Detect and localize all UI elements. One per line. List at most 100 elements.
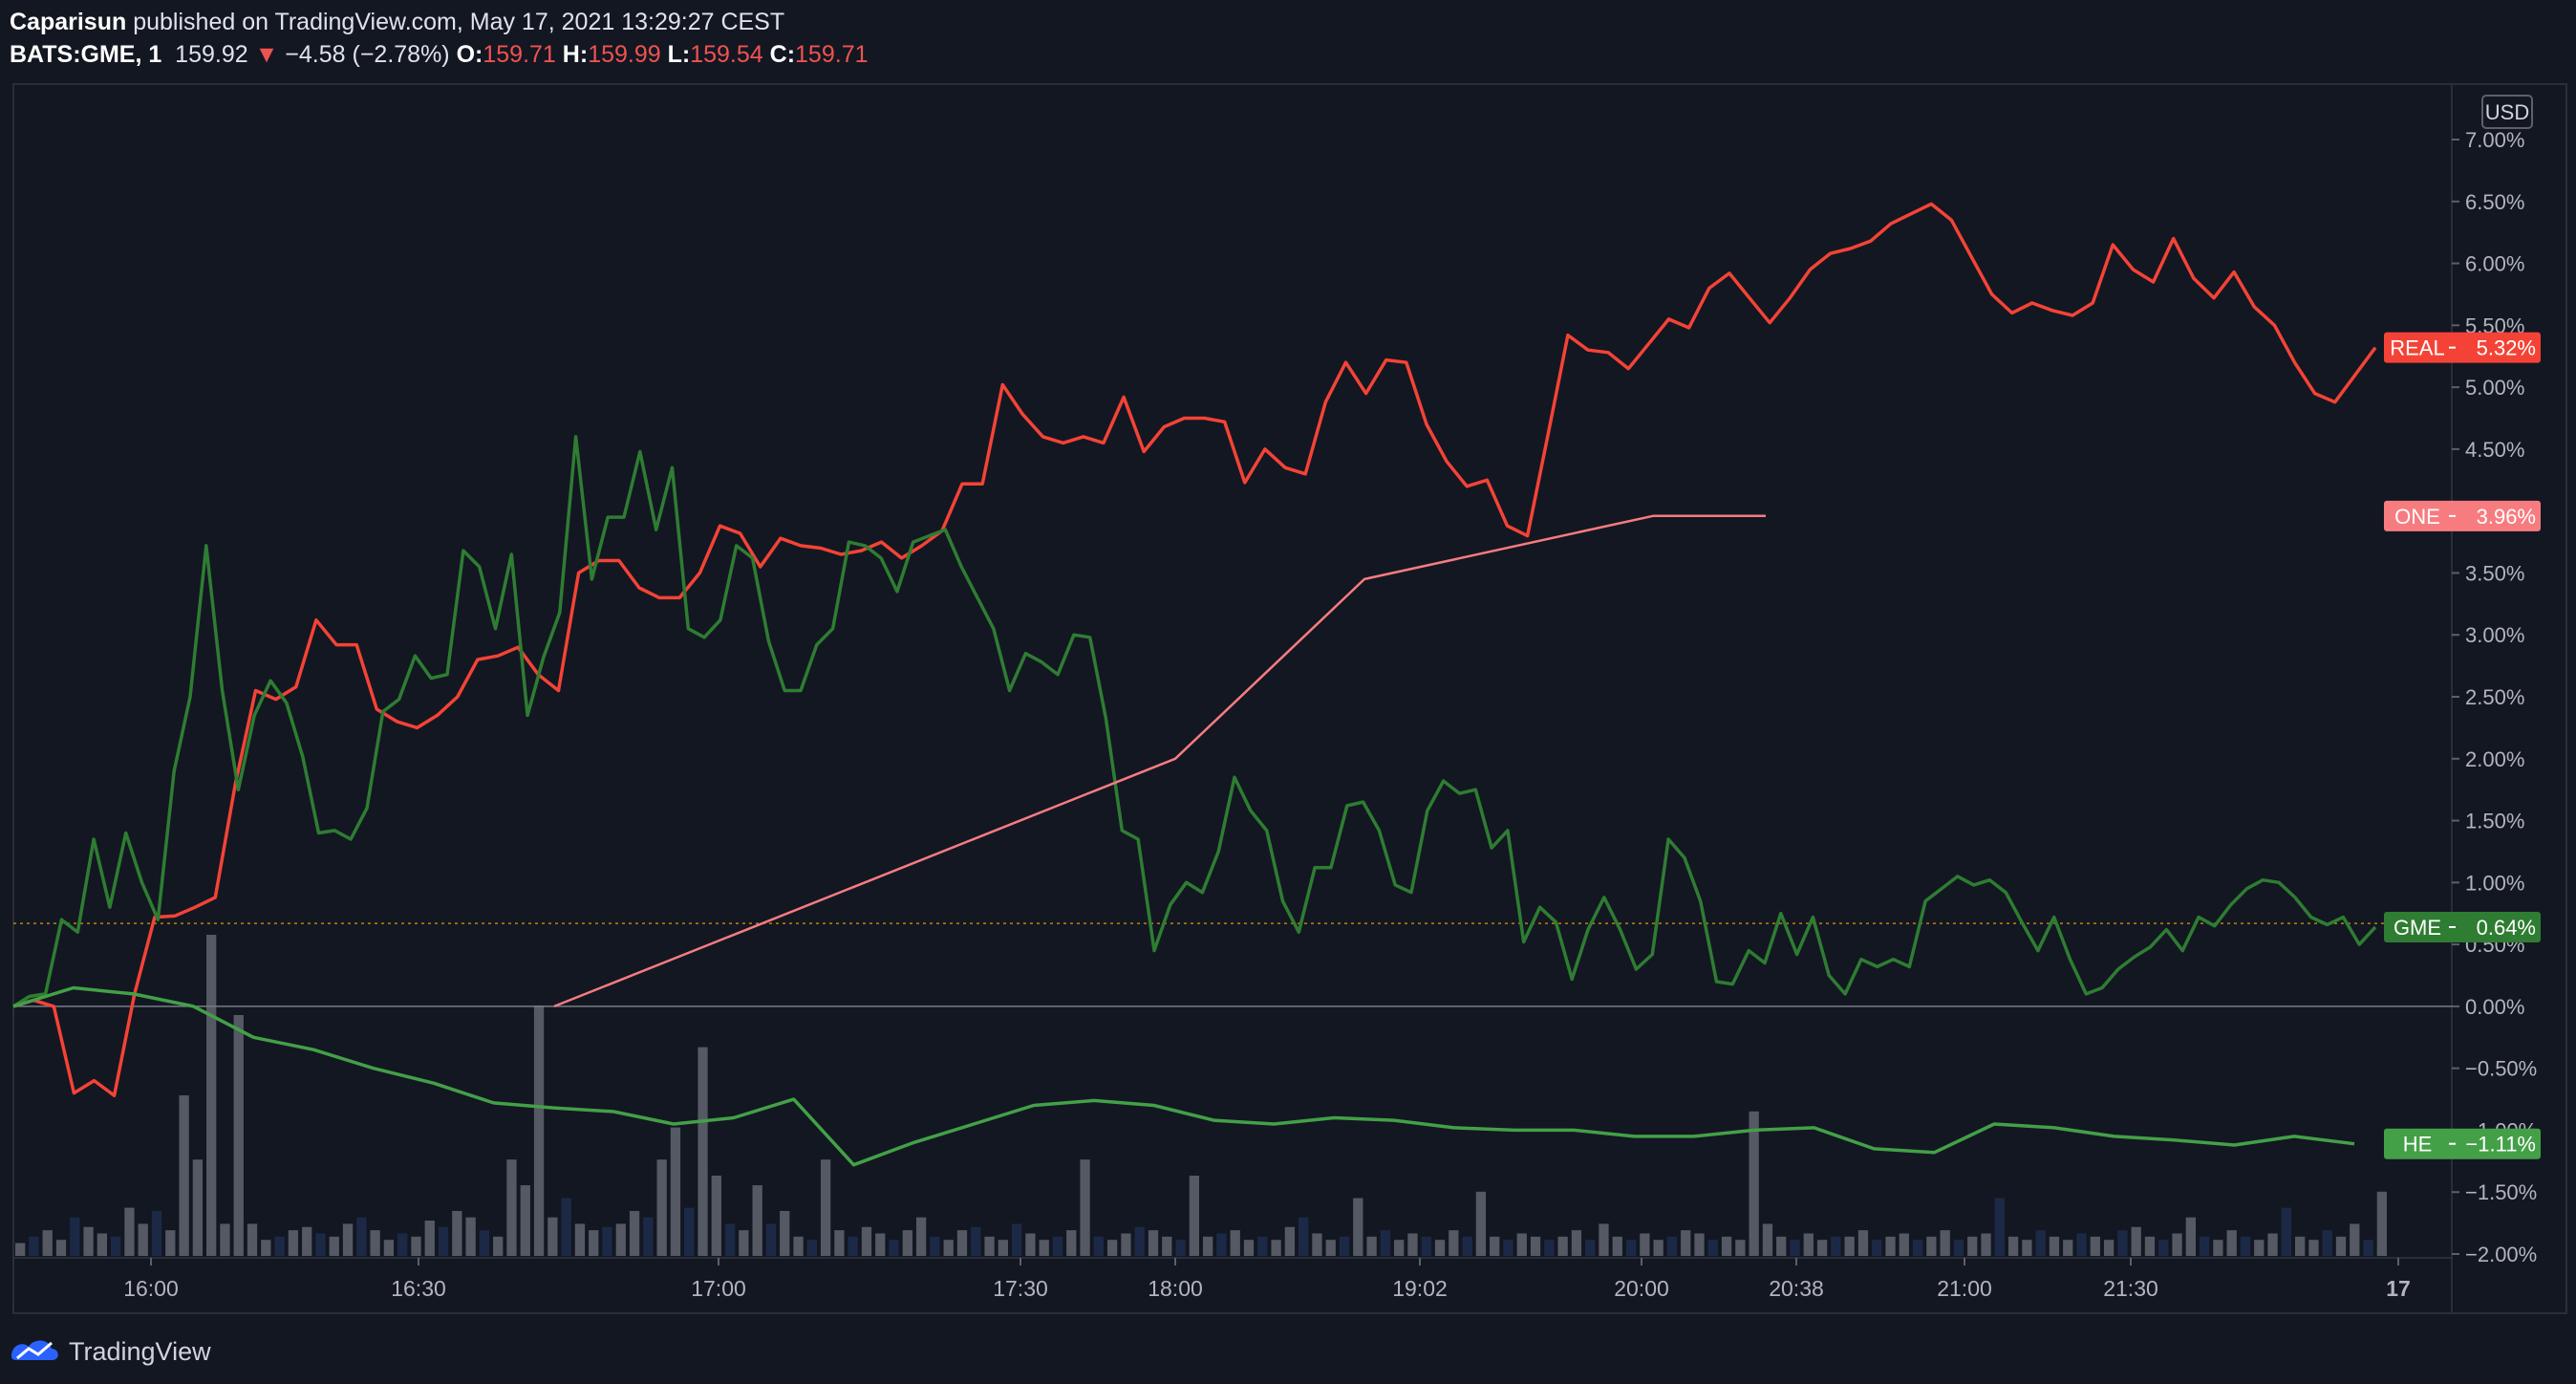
- volume-bar: [2376, 1191, 2387, 1256]
- volume-bar: [124, 1207, 135, 1256]
- volume-bar: [1257, 1236, 1268, 1256]
- volume-bar: [1216, 1233, 1227, 1256]
- volume-bar: [602, 1226, 612, 1256]
- volume-bar: [1599, 1223, 1609, 1256]
- volume-bar: [765, 1223, 777, 1256]
- volume-bar: [465, 1217, 476, 1256]
- volume-bar: [397, 1233, 408, 1256]
- y-tick-label: 6.00%: [2465, 252, 2524, 276]
- volume-bar: [315, 1233, 326, 1256]
- volume-bar: [2103, 1240, 2114, 1256]
- volume-bar: [2240, 1236, 2251, 1256]
- volume-bar: [861, 1226, 872, 1256]
- volume-bar: [1339, 1236, 1350, 1256]
- price-axis[interactable]: 7.00%6.50%6.00%5.50%5.00%4.50%4.00%3.50%…: [2452, 128, 2537, 1266]
- series-name-he: HE: [2403, 1133, 2433, 1157]
- volume-bar: [1434, 1240, 1446, 1256]
- volume-bar: [2131, 1226, 2141, 1256]
- volume-bar: [752, 1185, 762, 1256]
- brand-name[interactable]: TradingView: [69, 1336, 211, 1366]
- volume-bar: [1503, 1240, 1513, 1256]
- open-label: O:: [456, 41, 483, 68]
- volume-bar: [1776, 1236, 1787, 1256]
- volume-bar: [780, 1210, 790, 1256]
- plot-border: [12, 83, 2567, 1314]
- footer: TradingView: [10, 1332, 211, 1371]
- volume-bar: [302, 1226, 312, 1256]
- volume-bar: [1093, 1236, 1104, 1256]
- volume-bar: [2158, 1240, 2169, 1256]
- last-price: 159.92: [175, 41, 248, 68]
- volume-bar: [2049, 1236, 2060, 1256]
- volume-bar: [97, 1233, 108, 1256]
- volume-bar: [943, 1240, 954, 1256]
- last-value-one: 3.96%: [2477, 505, 2536, 529]
- series-line-gme: [12, 435, 2377, 1008]
- x-tick-label: 20:38: [1769, 1276, 1824, 1301]
- volume-bar: [1912, 1240, 1923, 1256]
- volume-bar: [70, 1217, 80, 1256]
- volume-bar: [206, 935, 217, 1256]
- volume-bar: [1653, 1240, 1664, 1256]
- series-name-one: ONE: [2394, 505, 2440, 529]
- y-tick-label: −2.00%: [2465, 1243, 2537, 1266]
- x-tick-label: 18:00: [1148, 1276, 1203, 1301]
- volume-bar: [2035, 1230, 2046, 1256]
- volume-bar: [834, 1230, 845, 1256]
- x-tick-label: 21:00: [1937, 1276, 1992, 1301]
- volume-bar: [698, 1047, 708, 1256]
- volume-bar: [2213, 1240, 2223, 1256]
- volume-bar: [288, 1230, 299, 1256]
- volume-bar: [411, 1236, 421, 1256]
- volume-bar: [1816, 1240, 1828, 1256]
- y-tick-label: 3.50%: [2465, 561, 2524, 585]
- author-name[interactable]: Caparisun: [10, 9, 127, 35]
- volume-bar: [2308, 1240, 2319, 1256]
- symbol-label[interactable]: BATS:GME, 1: [10, 41, 162, 68]
- y-tick-label: 2.50%: [2465, 685, 2524, 709]
- y-tick-label: 7.00%: [2465, 128, 2524, 152]
- last-value-badge-he: [2384, 1128, 2541, 1159]
- low-value: 159.54: [690, 41, 763, 68]
- y-tick-label: 5.00%: [2465, 376, 2524, 400]
- volume-bar: [274, 1236, 285, 1256]
- tradingview-logo-icon[interactable]: [10, 1335, 61, 1369]
- chart-header: Caparisun published on TradingView.com, …: [10, 6, 869, 71]
- volume-bar: [724, 1223, 736, 1256]
- volume-bar: [684, 1207, 695, 1256]
- close-label: C:: [769, 41, 796, 68]
- volume-bar: [329, 1236, 339, 1256]
- volume-bar: [915, 1217, 927, 1256]
- volume-bar: [1011, 1223, 1022, 1256]
- volume-bar: [2185, 1217, 2196, 1256]
- volume-bar: [2350, 1223, 2360, 1256]
- x-tick-label: 21:30: [2103, 1276, 2158, 1301]
- last-value-real: 5.32%: [2477, 336, 2536, 360]
- series-line-real: [12, 202, 2377, 1097]
- last-value-badge-one: [2384, 500, 2541, 531]
- series-line-he: [12, 985, 2355, 1167]
- x-tick-label: 16:00: [123, 1276, 179, 1301]
- currency-badge[interactable]: [2481, 95, 2533, 129]
- volume-bar: [574, 1223, 586, 1256]
- volume-bar: [370, 1230, 380, 1256]
- series-name-gme: GME: [2394, 916, 2441, 940]
- volume-bar: [1312, 1233, 1322, 1256]
- volume-bar: [930, 1236, 940, 1256]
- y-tick-label: −1.50%: [2465, 1180, 2537, 1204]
- series-lines: [12, 202, 2377, 1167]
- volume-bar: [506, 1159, 517, 1256]
- volume-bar: [1666, 1236, 1678, 1256]
- volume-bar: [1380, 1230, 1391, 1256]
- volume-bar: [902, 1230, 912, 1256]
- volume-bar: [29, 1236, 39, 1256]
- last-value-badge-real: [2384, 332, 2541, 363]
- time-axis[interactable]: 16:00 16:30 17:00 17:30 18:00 19:02 20:00 20:38…: [123, 1258, 2411, 1301]
- x-tick-label: 17:00: [691, 1276, 746, 1301]
- volume-bar: [1530, 1236, 1541, 1256]
- volume-bar: [1557, 1236, 1568, 1256]
- x-tick-label: 20:00: [1614, 1276, 1669, 1301]
- volume-bar: [2199, 1236, 2210, 1256]
- volume-bar: [192, 1159, 204, 1256]
